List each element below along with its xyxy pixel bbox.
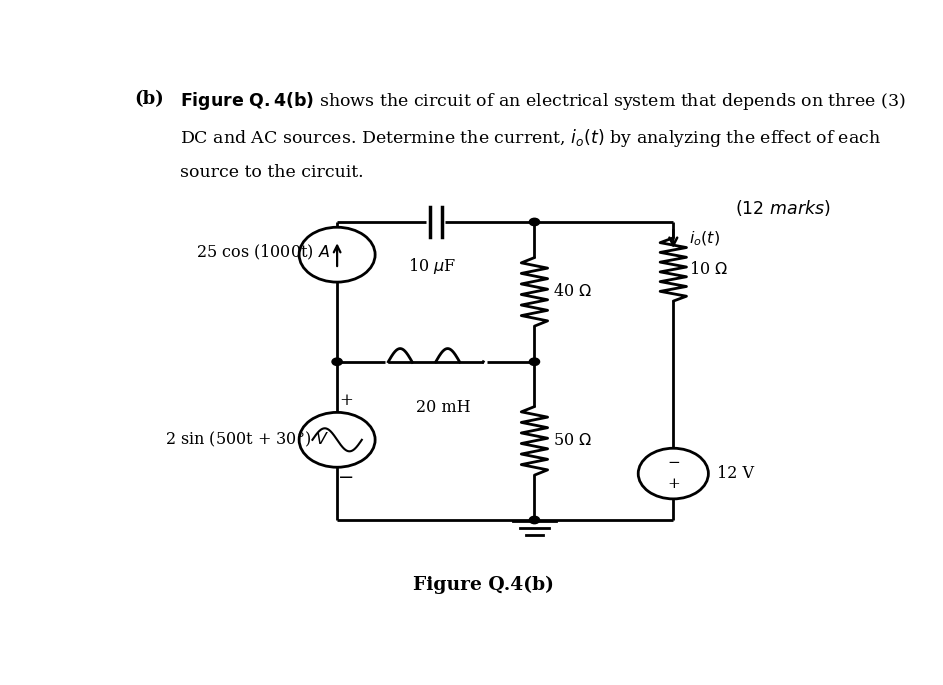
Text: −: − xyxy=(338,469,354,487)
Text: +: + xyxy=(339,393,353,409)
Text: 10 $\Omega$: 10 $\Omega$ xyxy=(689,261,728,278)
Circle shape xyxy=(529,516,539,523)
Text: DC and AC sources. Determine the current, $i_o(t)$ by analyzing the effect of ea: DC and AC sources. Determine the current… xyxy=(180,127,881,149)
Circle shape xyxy=(529,358,539,365)
Text: 12 V: 12 V xyxy=(718,465,754,482)
Text: +: + xyxy=(667,477,680,491)
Circle shape xyxy=(529,219,539,225)
Text: −: − xyxy=(667,456,680,470)
Text: $i_o(t)$: $i_o(t)$ xyxy=(689,230,720,249)
Text: 50 $\Omega$: 50 $\Omega$ xyxy=(553,432,592,449)
Text: 40 $\Omega$: 40 $\Omega$ xyxy=(553,284,592,300)
Text: (b): (b) xyxy=(134,90,164,108)
Text: $(12\ marks)$: $(12\ marks)$ xyxy=(735,198,831,219)
Text: Figure Q.4(b): Figure Q.4(b) xyxy=(413,575,554,594)
Text: 2 sin (500t + 30°) $V$: 2 sin (500t + 30°) $V$ xyxy=(165,430,330,449)
Circle shape xyxy=(332,358,342,365)
Text: 25 cos (1000t) $A$: 25 cos (1000t) $A$ xyxy=(196,242,330,262)
Text: 20 mH: 20 mH xyxy=(416,399,471,416)
Text: 10 $\mu$F: 10 $\mu$F xyxy=(408,256,456,276)
Text: $\mathbf{Figure\ Q.4(b)}$ shows the circuit of an electrical system that depends: $\mathbf{Figure\ Q.4(b)}$ shows the circ… xyxy=(180,90,905,112)
Text: source to the circuit.: source to the circuit. xyxy=(180,164,364,181)
